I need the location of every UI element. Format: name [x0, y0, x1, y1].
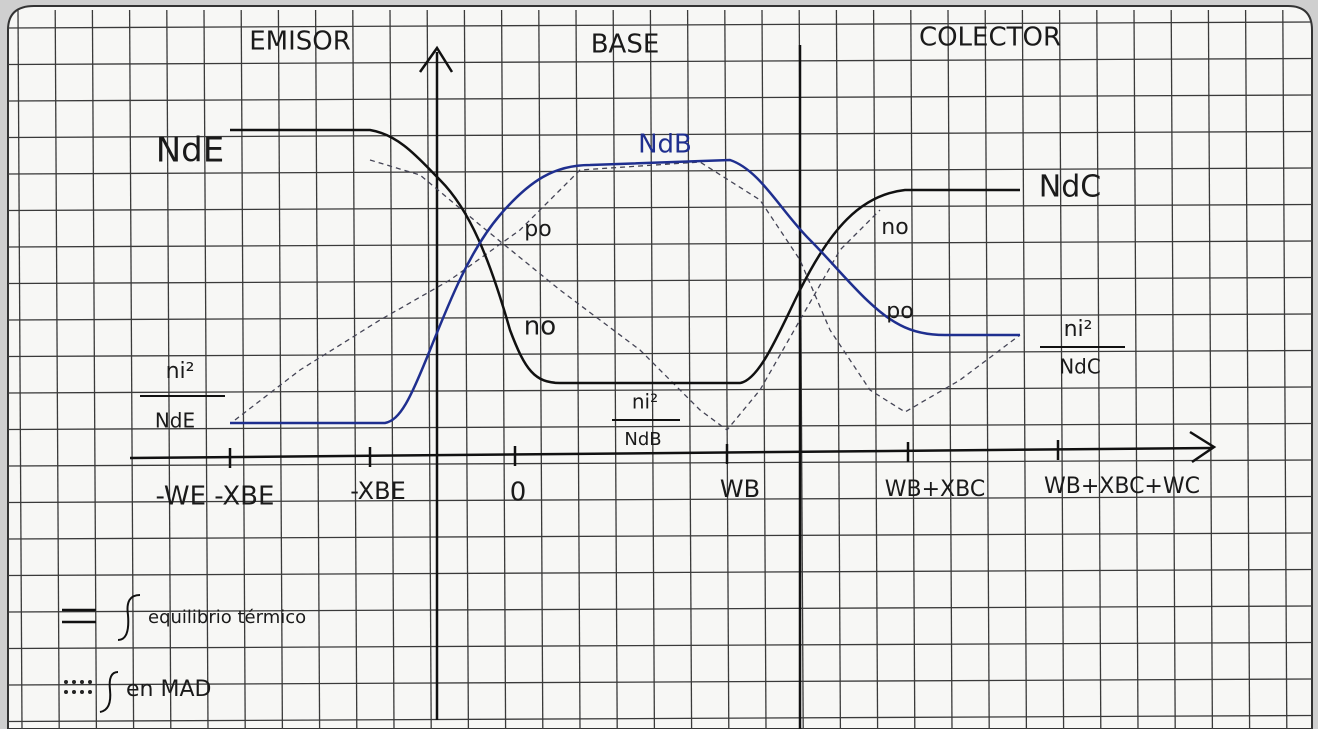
dot — [64, 690, 68, 694]
legend-label: equilibrio térmico — [148, 607, 306, 628]
dot — [72, 690, 76, 694]
dot — [88, 680, 92, 684]
dot — [80, 690, 84, 694]
axis-label: 0 — [510, 478, 527, 508]
curve-label: no — [524, 312, 556, 342]
fraction-denominator: NdC — [1059, 355, 1101, 379]
fraction-numerator: ni² — [632, 390, 658, 414]
dot — [64, 680, 68, 684]
axis-label: WB — [720, 475, 760, 503]
section-title: BASE — [591, 30, 660, 60]
fraction-numerator: ni² — [166, 359, 195, 384]
curve-label: NdE — [156, 131, 225, 171]
dot — [80, 680, 84, 684]
legend-label: en MAD — [126, 677, 211, 702]
fraction-denominator: NdB — [624, 429, 661, 450]
axis-label: WB+XBC — [885, 477, 985, 502]
curve-label: no — [881, 215, 908, 240]
dot — [88, 690, 92, 694]
section-title: COLECTOR — [919, 23, 1061, 53]
axis-label: WB+XBC+WC — [1044, 474, 1200, 499]
axis-label: -WE -XBE — [156, 482, 275, 512]
curve-label: NdB — [638, 130, 692, 160]
curve-label: NdC — [1039, 170, 1101, 205]
dot — [72, 680, 76, 684]
curve-label: po — [886, 299, 913, 324]
curve-label: po — [524, 217, 551, 242]
axis-label: -XBE — [350, 477, 406, 505]
fraction-numerator: ni² — [1064, 317, 1093, 342]
page: EMISOR BASE COLECTOR NdE NdB NdC po no n… — [0, 0, 1318, 729]
section-title: EMISOR — [249, 27, 351, 57]
fraction-denominator: NdE — [155, 409, 195, 433]
